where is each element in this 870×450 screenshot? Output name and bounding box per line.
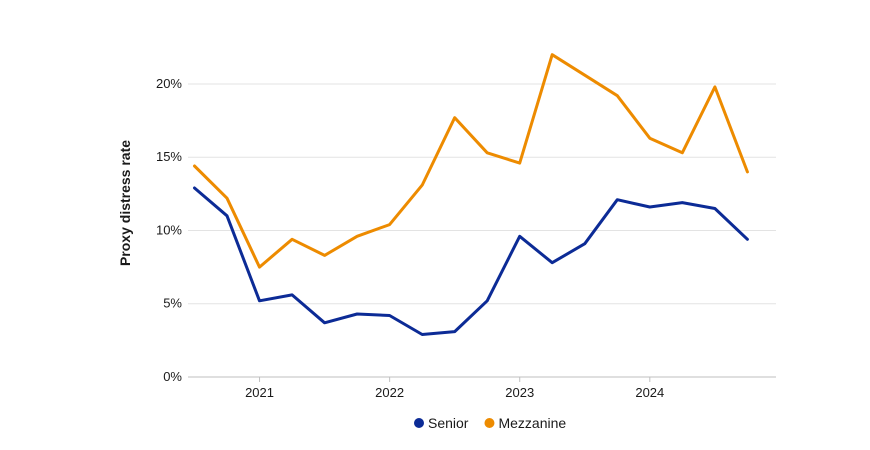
x-tick-label: 2024 [635,385,664,400]
x-tick-label: 2022 [375,385,404,400]
legend-marker-senior [414,418,424,428]
series-lines [193,53,749,336]
y-tick-label: 15% [156,149,182,164]
series-line-mezzanine [193,53,749,269]
legend: Senior Mezzanine [414,415,566,431]
legend-marker-mezzanine [484,418,495,428]
series-line-senior [193,186,749,336]
y-axis-label: Proxy distress rate [117,140,133,266]
y-tick-label: 5% [163,296,182,311]
y-tick-label: 10% [156,222,182,237]
x-tick-label: 2023 [505,385,534,400]
gridlines [188,83,776,378]
y-tick-label: 0% [163,369,182,384]
legend-label-senior: Senior [428,415,469,431]
legend-label-mezzanine: Mezzanine [498,415,566,431]
y-tick-label: 20% [156,76,182,91]
x-axis: 2021 2022 2023 2024 [245,377,664,400]
x-tick-label: 2021 [245,385,274,400]
y-axis: 0% 5% 10% 15% 20% [156,76,182,384]
